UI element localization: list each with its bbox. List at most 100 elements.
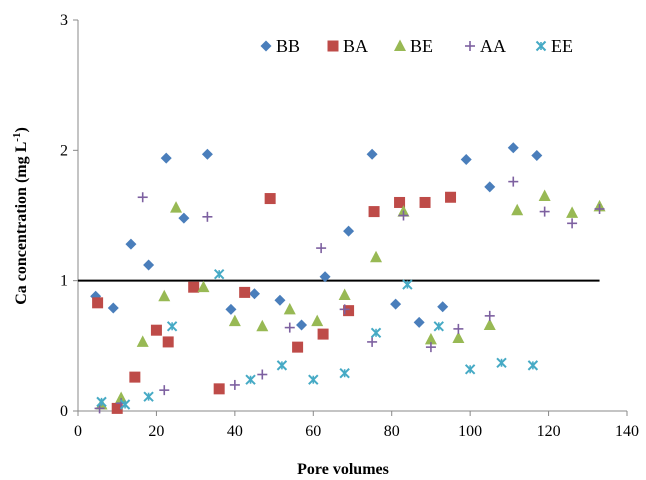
point-ba [188, 281, 200, 293]
x-axis-title: Pore volumes [297, 461, 389, 478]
point-ee [433, 321, 444, 332]
x-tick-label: 120 [537, 423, 561, 440]
point-be [256, 319, 269, 332]
point-be [136, 335, 149, 347]
series-be [95, 189, 606, 410]
point-ee [276, 360, 288, 371]
point-ba [239, 286, 251, 298]
axes [73, 19, 628, 416]
point-be [483, 318, 496, 330]
y-tick-label: 0 [60, 403, 68, 420]
point-ba [111, 402, 123, 414]
point-be [566, 206, 579, 218]
point-ba [368, 206, 380, 218]
point-ee [166, 321, 178, 332]
point-be [338, 288, 351, 301]
point-aa [202, 211, 213, 222]
series-bb [90, 142, 543, 331]
legend-marker-ee [535, 40, 547, 52]
point-aa [484, 310, 495, 321]
point-ee [339, 367, 350, 379]
point-ba [292, 341, 304, 353]
point-aa [284, 322, 295, 333]
y-tick-label: 2 [60, 142, 68, 159]
x-tick-label: 140 [615, 423, 639, 440]
point-ba [394, 196, 406, 208]
point-aa [594, 203, 605, 214]
legend-marker-be [394, 39, 406, 51]
point-ee [96, 396, 107, 408]
point-aa [137, 192, 148, 203]
point-be [538, 189, 551, 201]
legend-marker-bb [260, 40, 272, 52]
point-aa [159, 385, 170, 396]
point-aa [316, 243, 327, 254]
point-be [424, 332, 437, 345]
point-bb [366, 148, 378, 160]
point-ba [162, 336, 174, 348]
point-ba [317, 328, 329, 340]
point-ba [264, 193, 276, 205]
point-aa [398, 210, 409, 221]
y-tick-label: 3 [60, 12, 68, 29]
legend-item-aa: AA [465, 36, 506, 56]
legend-item-ba: BA [327, 36, 368, 56]
point-ba [445, 191, 457, 203]
point-ee [370, 327, 382, 339]
point-bb [413, 316, 425, 328]
data-points [90, 142, 606, 414]
point-bb [296, 319, 308, 331]
series-ba [92, 191, 457, 414]
y-axis-title-main: Ca concentration (mg L [13, 142, 30, 305]
legend-label: BB [276, 36, 300, 56]
point-aa [508, 176, 519, 187]
point-aa [367, 336, 378, 347]
point-be [311, 314, 324, 327]
point-aa [539, 206, 550, 217]
point-ee [143, 391, 154, 402]
legend-marker-aa [465, 41, 475, 51]
point-ee [527, 360, 539, 371]
x-tick-label: 20 [148, 423, 164, 440]
point-bb [319, 271, 331, 283]
point-bb [343, 225, 355, 237]
point-aa [453, 323, 464, 334]
legend-label: BA [343, 36, 368, 56]
point-be [283, 302, 296, 315]
point-aa [229, 379, 240, 390]
x-tick-label: 60 [305, 423, 321, 440]
point-bb [248, 288, 260, 300]
point-bb [460, 153, 472, 165]
legend: BB BA BE AA EE [260, 36, 573, 56]
legend-label: EE [551, 36, 573, 56]
point-bb [178, 212, 190, 224]
point-ee [308, 374, 319, 385]
point-ba [343, 305, 355, 317]
point-ee [213, 268, 225, 280]
point-ba [419, 196, 431, 208]
point-aa [425, 342, 436, 353]
tick-labels: 0 20 40 60 80 100 120 140 0 1 2 3 [60, 12, 639, 440]
point-aa [339, 304, 350, 315]
legend-item-be: BE [394, 36, 433, 56]
legend-label: BE [410, 36, 433, 56]
point-bb [143, 259, 155, 271]
point-bb [160, 152, 172, 164]
point-aa [257, 369, 268, 380]
point-ee [464, 364, 476, 375]
point-be [452, 331, 465, 344]
point-bb [437, 301, 449, 313]
point-be [228, 314, 241, 327]
point-bb [390, 298, 402, 310]
series-aa [94, 176, 605, 414]
point-be [370, 250, 383, 263]
point-bb [201, 148, 213, 160]
point-be [115, 391, 128, 403]
point-bb [107, 302, 119, 314]
point-bb [274, 294, 286, 306]
legend-item-ee: EE [535, 36, 573, 56]
point-ba [213, 383, 225, 395]
y-tick-label: 1 [60, 273, 68, 290]
point-ee [119, 399, 131, 410]
